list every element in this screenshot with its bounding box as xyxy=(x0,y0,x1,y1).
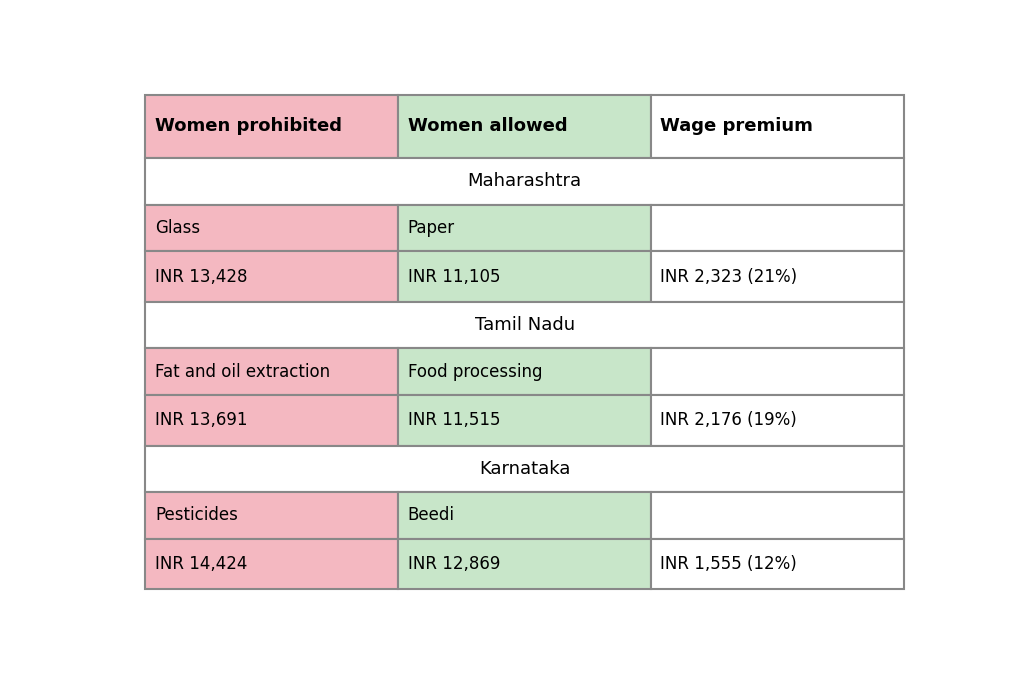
Text: Women prohibited: Women prohibited xyxy=(155,118,342,135)
Bar xyxy=(398,395,650,445)
Text: Food processing: Food processing xyxy=(408,362,542,381)
Text: Karnataka: Karnataka xyxy=(479,460,570,478)
Bar xyxy=(650,492,904,539)
Text: Women allowed: Women allowed xyxy=(408,118,567,135)
Text: Fat and oil extraction: Fat and oil extraction xyxy=(155,362,330,381)
Bar xyxy=(145,251,398,302)
Bar xyxy=(650,348,904,395)
Bar xyxy=(145,348,398,395)
Bar xyxy=(650,95,904,158)
Bar xyxy=(145,302,904,348)
Bar xyxy=(650,539,904,590)
Text: Beedi: Beedi xyxy=(408,507,455,524)
Bar xyxy=(145,492,398,539)
Text: Paper: Paper xyxy=(408,219,455,237)
Bar xyxy=(145,95,398,158)
Text: INR 11,515: INR 11,515 xyxy=(408,411,500,429)
Text: INR 14,424: INR 14,424 xyxy=(155,555,248,573)
Text: INR 1,555 (12%): INR 1,555 (12%) xyxy=(660,555,797,573)
Text: Glass: Glass xyxy=(155,219,200,237)
Bar xyxy=(145,539,398,590)
Text: INR 13,691: INR 13,691 xyxy=(155,411,248,429)
Bar xyxy=(145,445,904,492)
Text: INR 2,323 (21%): INR 2,323 (21%) xyxy=(660,267,798,286)
Bar xyxy=(398,95,650,158)
Text: Maharashtra: Maharashtra xyxy=(468,173,582,190)
Text: Wage premium: Wage premium xyxy=(660,118,813,135)
Bar xyxy=(145,395,398,445)
Text: INR 12,869: INR 12,869 xyxy=(408,555,500,573)
Text: INR 2,176 (19%): INR 2,176 (19%) xyxy=(660,411,797,429)
Bar xyxy=(398,492,650,539)
Bar xyxy=(398,348,650,395)
Bar xyxy=(650,205,904,251)
Bar xyxy=(398,205,650,251)
Bar xyxy=(145,158,904,205)
Text: Tamil Nadu: Tamil Nadu xyxy=(475,316,574,334)
Text: Pesticides: Pesticides xyxy=(155,507,238,524)
Text: INR 13,428: INR 13,428 xyxy=(155,267,248,286)
Bar xyxy=(398,251,650,302)
Bar xyxy=(145,205,398,251)
Text: INR 11,105: INR 11,105 xyxy=(408,267,500,286)
Bar xyxy=(398,539,650,590)
Bar xyxy=(650,251,904,302)
Bar xyxy=(650,395,904,445)
